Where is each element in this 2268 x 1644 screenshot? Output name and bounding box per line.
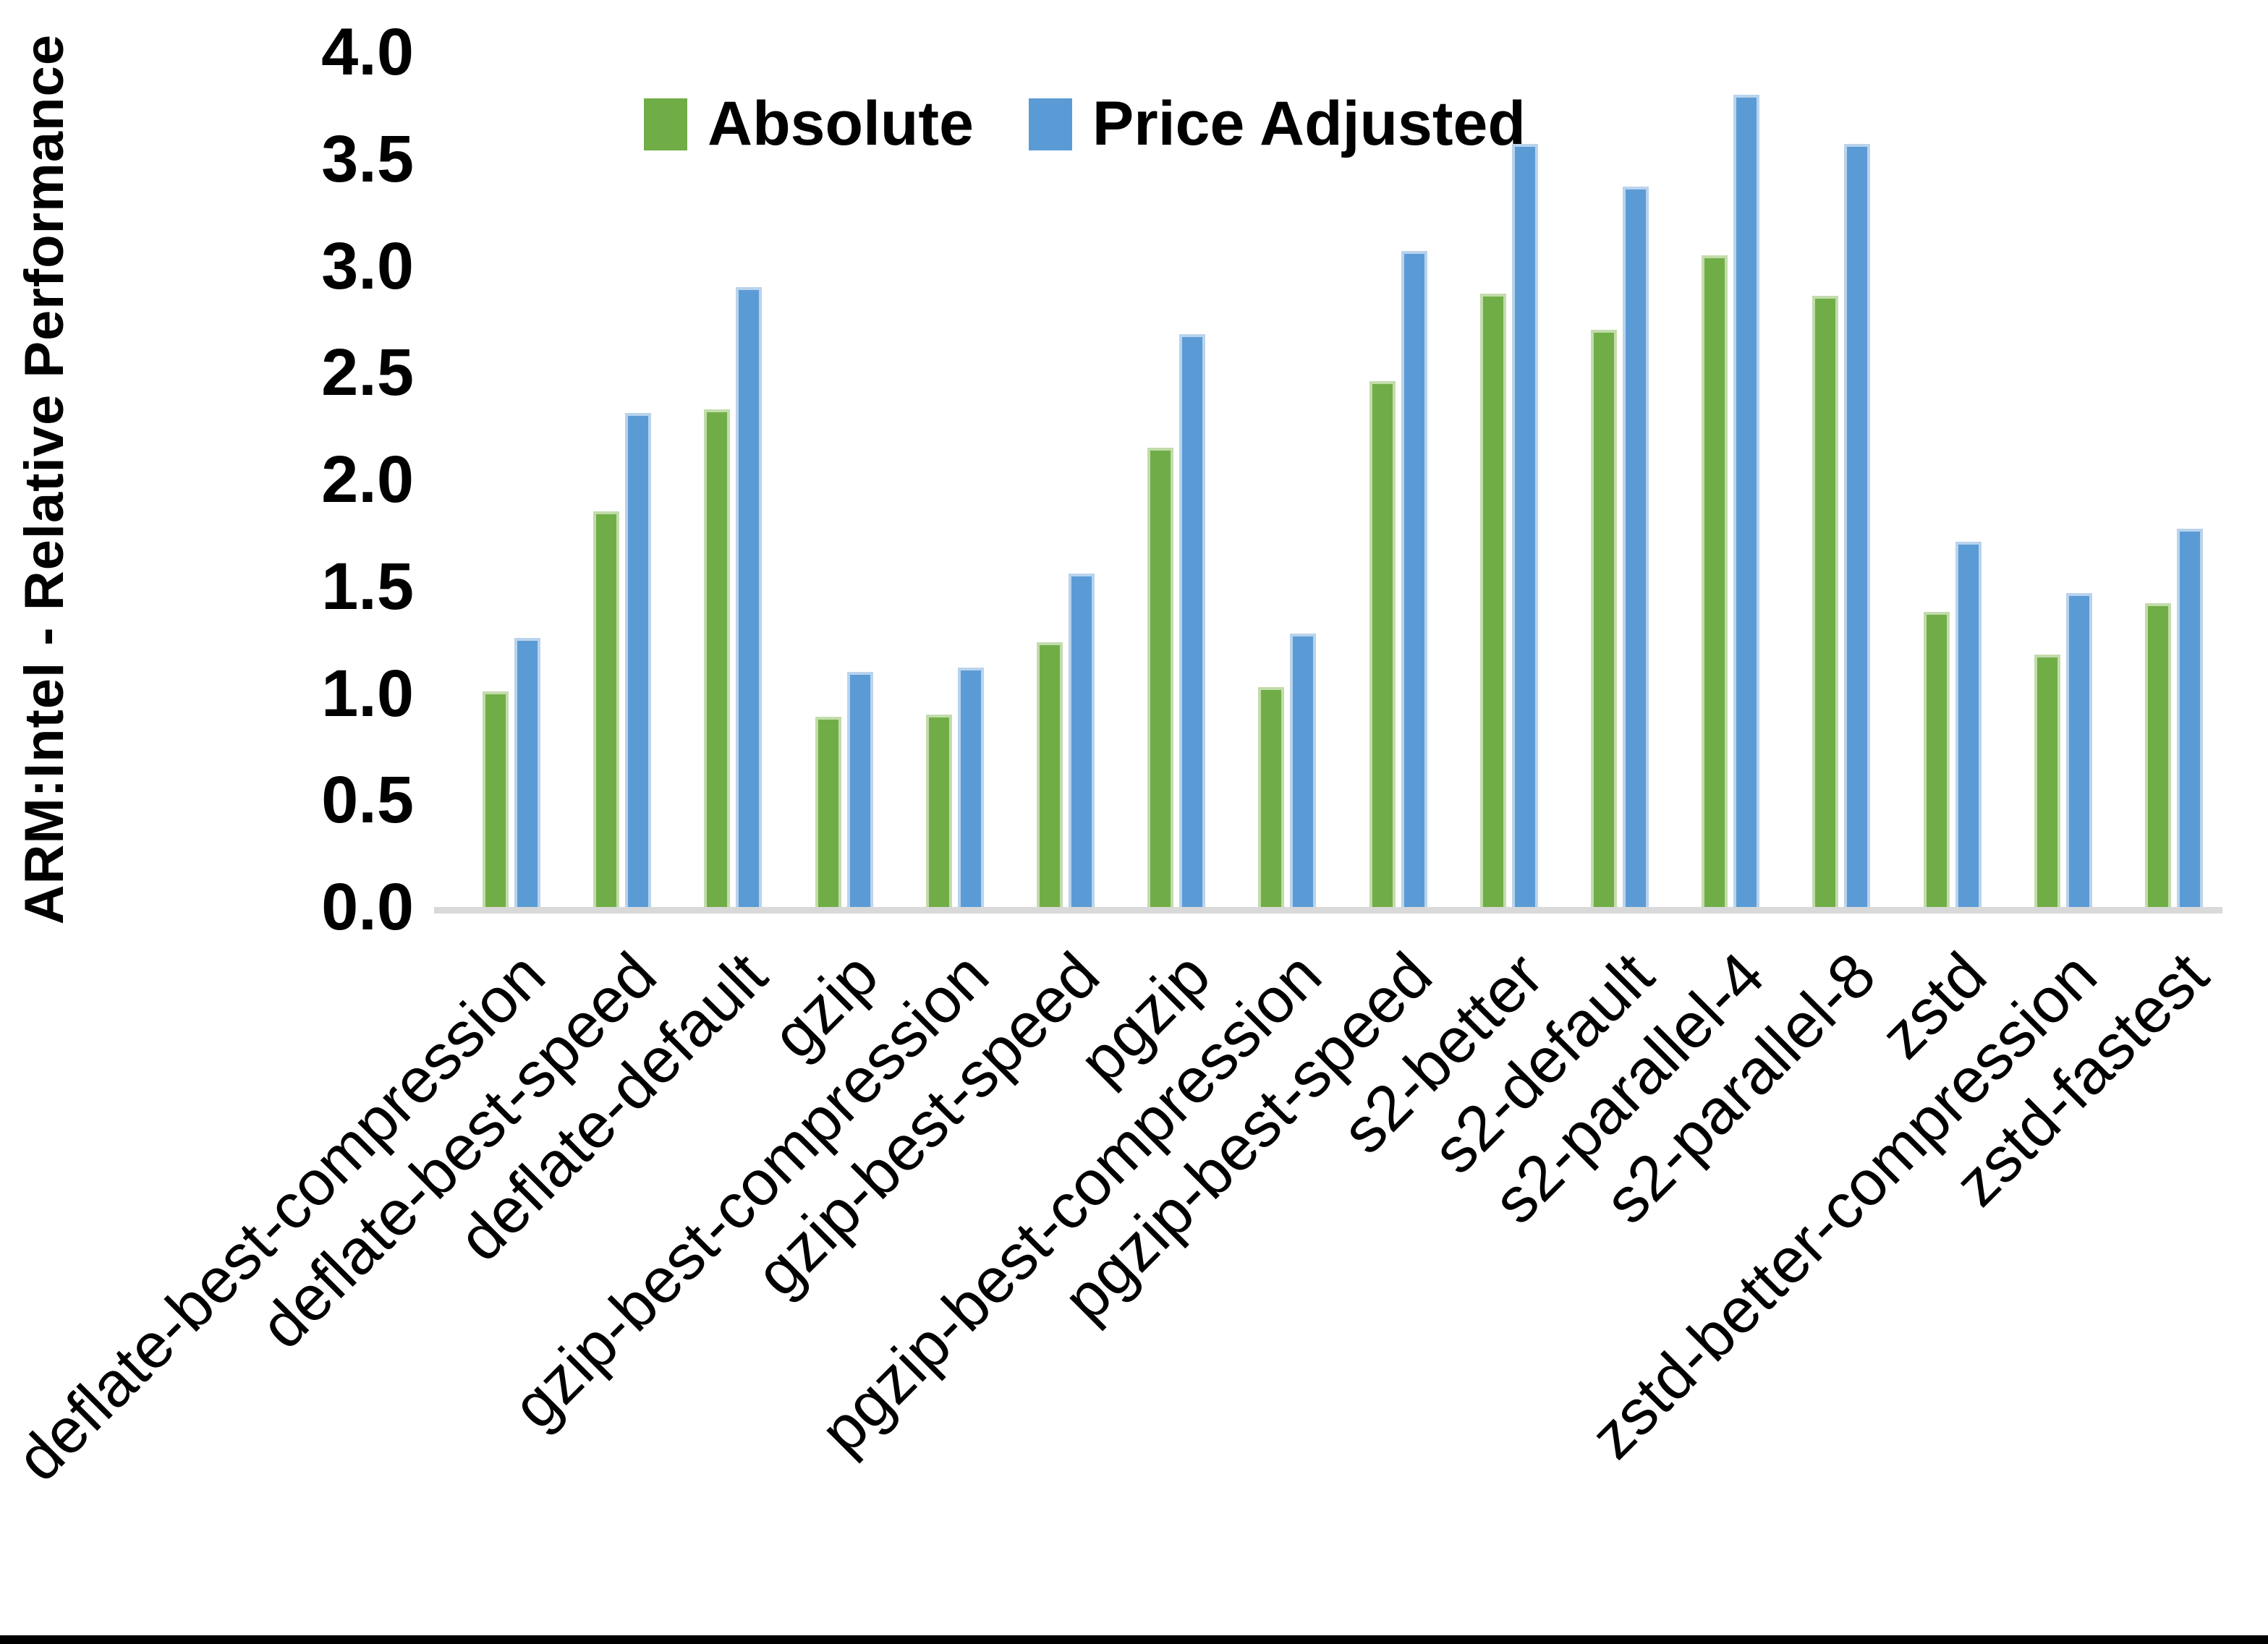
y-axis-tick-label: 2.0: [321, 443, 414, 516]
bar-price-adjusted: [736, 287, 763, 907]
bar-absolute: [2034, 655, 2060, 907]
y-axis-tick-label: 0.0: [321, 870, 414, 944]
bar-absolute: [1812, 295, 1839, 907]
legend-swatch-absolute-icon: [644, 98, 687, 150]
bar-group: [670, 52, 781, 907]
bar-absolute: [483, 691, 509, 907]
bar-group: [1224, 52, 1335, 907]
bar-group: [559, 52, 671, 907]
bar-group: [2111, 52, 2222, 907]
bar-absolute: [1147, 447, 1174, 907]
legend-item-absolute: Absolute: [644, 88, 974, 160]
y-axis-tick-label: 1.5: [321, 549, 414, 623]
bar-price-adjusted: [2065, 592, 2092, 907]
x-axis-line: [434, 907, 2222, 913]
legend-swatch-price-adjusted-icon: [1028, 98, 1072, 150]
bar-absolute: [1479, 293, 1506, 907]
bar-absolute: [1258, 686, 1285, 907]
bar-group: [1668, 52, 1779, 907]
bar-absolute: [1923, 612, 1950, 907]
image-bottom-border: [0, 1635, 2268, 1644]
y-axis-tick-label: 3.5: [321, 122, 414, 196]
bar-price-adjusted: [846, 671, 873, 907]
bar-price-adjusted: [1733, 95, 1760, 907]
y-axis-tick-label: 3.0: [321, 229, 414, 303]
bar-absolute: [1037, 642, 1063, 907]
bar-price-adjusted: [957, 668, 984, 907]
bar-price-adjusted: [1955, 541, 1982, 907]
bar-price-adjusted: [1290, 633, 1317, 907]
bar-absolute: [1591, 330, 1617, 907]
bar-price-adjusted: [1401, 250, 1427, 907]
bar-absolute: [593, 511, 620, 907]
bar-price-adjusted: [514, 637, 540, 907]
bar-group: [1778, 52, 1890, 907]
plot-area: [449, 52, 2222, 907]
bar-price-adjusted: [1623, 187, 1649, 907]
y-axis-title-wrap: ARM:Intel - Relative Performance: [13, 34, 76, 924]
bar-price-adjusted: [1069, 574, 1095, 907]
y-axis-tick-label: 1.0: [321, 656, 414, 731]
bar-absolute: [704, 409, 731, 907]
y-axis-tick-label: 0.5: [321, 763, 414, 838]
legend-item-price-adjusted: Price Adjusted: [1028, 88, 1526, 160]
bar-absolute: [815, 717, 841, 907]
y-axis-title: ARM:Intel - Relative Performance: [14, 34, 75, 925]
legend: Absolute Price Adjusted: [644, 88, 1526, 160]
bar-group: [1446, 52, 1558, 907]
bar-group: [1003, 52, 1114, 907]
y-axis-tick-label: 2.5: [321, 336, 414, 410]
bar-price-adjusted: [1844, 144, 1871, 907]
bar-price-adjusted: [2177, 528, 2203, 907]
bar-group: [2000, 52, 2112, 907]
bar-price-adjusted: [1511, 144, 1538, 907]
bar-group: [1890, 52, 2001, 907]
bar-absolute: [1702, 255, 1728, 907]
bar-absolute: [925, 715, 952, 907]
bar-group: [449, 52, 560, 907]
y-axis-tick-label: 4.0: [321, 15, 414, 89]
bar-price-adjusted: [625, 413, 652, 907]
bar-group: [1557, 52, 1668, 907]
bar-absolute: [1369, 381, 1396, 907]
bar-price-adjusted: [1179, 334, 1206, 907]
legend-label-absolute: Absolute: [708, 89, 974, 158]
bar-absolute: [2145, 603, 2171, 907]
bar-group: [781, 52, 893, 907]
bar-group: [1335, 52, 1447, 907]
bar-group: [892, 52, 1003, 907]
legend-label-price-adjusted: Price Adjusted: [1092, 89, 1526, 158]
bar-group: [1113, 52, 1225, 907]
